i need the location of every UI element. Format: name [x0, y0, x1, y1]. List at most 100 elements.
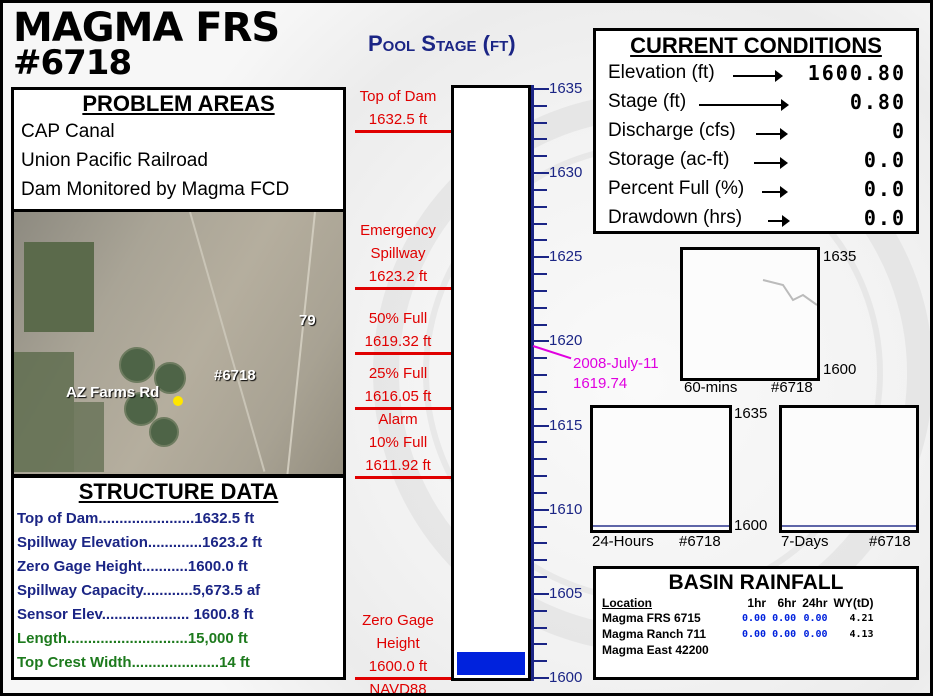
minor-tick: [531, 104, 547, 107]
chart-60-mins-site: #6718: [771, 379, 813, 396]
farm-field: [14, 352, 74, 472]
condition-value: 0: [891, 119, 906, 143]
rain-24hr: 0.00: [803, 628, 828, 640]
condition-row: Storage (ac-ft) 0.0: [596, 146, 916, 175]
stage-marker-text: 1623.2 ft: [368, 267, 428, 285]
stage-marker-line: [355, 351, 451, 355]
chart-7-days[interactable]: [779, 405, 919, 533]
condition-label: Elevation (ft): [608, 62, 715, 83]
condition-row: Elevation (ft) 1600.80: [596, 59, 916, 88]
structure-row: Top of Dam.......................1632.5 …: [17, 510, 255, 527]
minor-tick: [531, 576, 547, 579]
structure-row: Sensor Elev..................... 1600.8 …: [17, 606, 254, 623]
rain-6hr: 0.00: [772, 628, 797, 640]
stage-scale-axis: [531, 85, 534, 681]
major-tick: [531, 508, 549, 511]
stage-marker-line: [355, 130, 451, 134]
minor-tick: [531, 374, 547, 377]
problem-area-item: Dam Monitored by Magma FCD: [21, 179, 290, 200]
chart-7-days-period: 7-Days: [781, 533, 829, 550]
stage-marker-label: Zero Gage Height 1600.0 ft NAVD88: [348, 609, 448, 696]
site-number: #6718: [13, 43, 132, 83]
minor-tick: [531, 239, 547, 242]
rain-1hr: [739, 642, 769, 658]
tick-label: 1630: [549, 164, 583, 182]
problem-areas-panel: PROBLEM AREAS CAP Canal Union Pacific Ra…: [11, 87, 346, 211]
site-marker-icon[interactable]: [173, 396, 183, 406]
road-label: AZ Farms Rd: [66, 384, 160, 401]
chart-24-hours-period: 24-Hours: [592, 533, 654, 550]
aerial-map[interactable]: 79 #6718 AZ Farms Rd: [11, 209, 346, 477]
arrow-icon: [762, 186, 788, 198]
problem-area-item: CAP Canal: [21, 121, 115, 142]
minor-tick: [531, 407, 547, 410]
stage-marker-label: 25% Full 1616.05 ft: [348, 362, 448, 408]
tick-label: 1625: [549, 248, 583, 266]
chart-7-days-site: #6718: [869, 533, 911, 550]
minor-tick: [531, 390, 547, 393]
structure-rows: Top of Dam.......................1632.5 …: [14, 507, 343, 675]
condition-label: Discharge (cfs): [608, 120, 736, 141]
current-conditions-heading: CURRENT CONDITIONS: [630, 33, 882, 58]
stage-marker-text: Emergency: [360, 221, 436, 239]
structure-row: Length.............................15,00…: [17, 630, 248, 647]
major-tick: [531, 592, 549, 595]
chart-24-hours[interactable]: [590, 405, 732, 533]
chart-60-mins[interactable]: [680, 247, 820, 381]
major-tick: [531, 677, 549, 679]
basin-rainfall-heading: BASIN RAINFALL: [668, 571, 844, 594]
minor-tick: [531, 475, 547, 478]
major-tick: [531, 424, 549, 427]
condition-row: Stage (ft) 0.80: [596, 88, 916, 117]
rainfall-table: Location 1hr 6hr 24hr WY(tD) Magma FRS 6…: [599, 596, 877, 658]
minor-tick: [531, 643, 547, 646]
condition-row: Percent Full (%) 0.0: [596, 175, 916, 204]
rain-6hr: [769, 642, 799, 658]
rainfall-row: Magma FRS 6715 0.00 0.00 0.00 4.21: [599, 610, 877, 626]
stage-marker-text: Zero Gage: [362, 612, 434, 629]
minor-tick: [531, 289, 547, 292]
condition-label: Stage (ft): [608, 91, 687, 112]
tick-label: 1635: [549, 80, 583, 97]
minor-tick: [531, 559, 547, 562]
rain-wy: 4.21: [849, 612, 874, 624]
stage-marker-text: NAVD88: [369, 681, 427, 696]
rain-1hr: 0.00: [742, 612, 767, 624]
stage-marker-line: [355, 286, 451, 290]
minor-tick: [531, 138, 547, 141]
rainfall-header-row: Location 1hr 6hr 24hr WY(tD): [599, 596, 877, 610]
page-title: MAGMA FRS: [13, 5, 280, 51]
condition-label: Drawdown (hrs): [608, 207, 743, 228]
stage-marker-line: [355, 677, 451, 680]
problem-areas-heading: PROBLEM AREAS: [82, 91, 275, 116]
peak-marker-value: 1619.74: [573, 374, 628, 392]
current-conditions-rows: Elevation (ft) 1600.80 Stage (ft) 0.80 Disch…: [596, 59, 916, 233]
stage-marker-text: 25% Full: [368, 364, 428, 382]
structure-row: Spillway Elevation.............1623.2 ft: [17, 534, 263, 551]
canal-line: [189, 212, 266, 472]
rain-24hr: 0.00: [803, 612, 828, 624]
condition-value: 1600.80: [807, 61, 906, 85]
stage-marker-text: 1619.32 ft: [364, 332, 432, 350]
farm-field: [24, 242, 94, 332]
condition-label: Storage (ac-ft): [608, 149, 730, 170]
col-location: Location: [602, 596, 652, 610]
stage-marker-text: 1611.92 ft: [365, 457, 431, 475]
stage-marker-label: 50% Full 1619.32 ft: [348, 307, 448, 353]
farm-field: [74, 402, 104, 472]
tick-label: 1600: [549, 669, 583, 686]
condition-row: Drawdown (hrs) 0.0: [596, 204, 916, 233]
irrigation-circle: [124, 392, 158, 426]
minor-tick: [531, 609, 547, 612]
minor-tick: [531, 357, 547, 360]
condition-label: Percent Full (%): [608, 178, 745, 199]
stage-marker-text: 50% Full: [368, 309, 428, 327]
irrigation-circle: [119, 347, 155, 383]
structure-row: Top Crest Width.....................14 f…: [17, 654, 250, 671]
minor-tick: [531, 121, 547, 124]
minor-tick: [531, 188, 547, 191]
col-24hr: 24hr: [802, 596, 828, 610]
pool-stage-title: Pool Stage (ft): [368, 31, 516, 56]
rain-location: Magma Ranch 711: [602, 627, 707, 641]
